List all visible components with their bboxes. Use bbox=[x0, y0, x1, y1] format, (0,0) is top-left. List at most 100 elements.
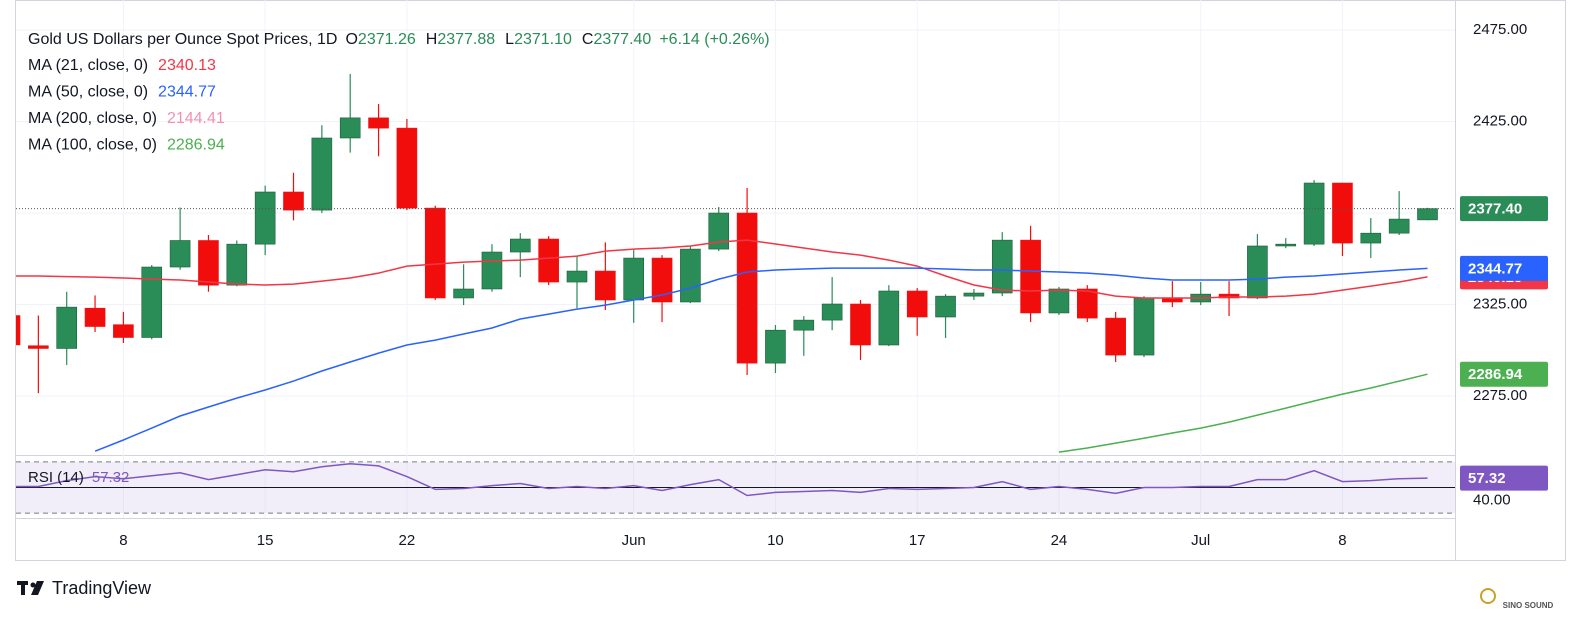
x-tick-label: 10 bbox=[767, 532, 784, 549]
candle-body bbox=[1218, 293, 1240, 299]
x-tick-label: 24 bbox=[1051, 532, 1068, 549]
ma-line bbox=[1058, 373, 1428, 453]
ohlc-prefix: L bbox=[505, 31, 514, 48]
x-tick-label: Jun bbox=[622, 532, 646, 549]
legend-name: MA (21, close, 0) bbox=[28, 57, 148, 74]
x-tick-label: 17 bbox=[909, 532, 926, 549]
candle-body bbox=[169, 240, 191, 268]
candle-body bbox=[1077, 288, 1098, 319]
candle-body bbox=[680, 248, 701, 303]
candle-body bbox=[1275, 243, 1297, 247]
ma-line bbox=[16, 239, 1428, 299]
candle-body bbox=[283, 191, 304, 211]
candle-body bbox=[254, 191, 276, 245]
x-tick-label: 8 bbox=[1338, 532, 1346, 549]
rsi-legend: RSI (14) 57.32 bbox=[28, 469, 129, 486]
candle-body bbox=[1388, 218, 1410, 234]
candle-body bbox=[113, 324, 134, 338]
ma-line bbox=[94, 267, 1428, 452]
y-tick-label: 2425.00 bbox=[1473, 112, 1527, 129]
candle-body bbox=[850, 303, 871, 346]
ohlc-value: 2377.88 bbox=[437, 31, 495, 48]
x-tick-label: 15 bbox=[257, 532, 274, 549]
chart-title: Gold US Dollars per Ounce Spot Prices, 1… bbox=[28, 31, 337, 48]
price-badge-label: 2286.94 bbox=[1468, 366, 1523, 383]
candle-body bbox=[368, 117, 389, 129]
legend-entry: MA (50, close, 0) 2344.77 bbox=[28, 84, 216, 101]
ohlc-prefix: H bbox=[426, 31, 438, 48]
chart-frame bbox=[15, 0, 1566, 561]
price-badge-label: 2377.40 bbox=[1468, 201, 1522, 218]
legend-entry: MA (200, close, 0) 2144.41 bbox=[28, 110, 225, 127]
axes: 2275.002325.002375.002425.002475.0081522… bbox=[119, 21, 1527, 549]
candle-body bbox=[141, 266, 163, 338]
legend: Gold US Dollars per Ounce Spot Prices, 1… bbox=[28, 31, 770, 486]
candle-body bbox=[509, 238, 531, 253]
ohlc-prefix: C bbox=[582, 31, 594, 48]
brand-logo bbox=[17, 581, 44, 595]
candle-body bbox=[1417, 208, 1438, 221]
legend-name: MA (100, close, 0) bbox=[28, 137, 157, 154]
x-tick-label: 22 bbox=[399, 532, 416, 549]
legend-entry: MA (100, close, 0) 2286.94 bbox=[28, 137, 225, 154]
y-tick-label: 2275.00 bbox=[1473, 387, 1527, 404]
price-change: +6.14 (+0.26%) bbox=[659, 31, 769, 48]
candle-body bbox=[991, 239, 1013, 294]
ohlc-value: 2371.26 bbox=[358, 31, 416, 48]
legend-name: RSI (14) bbox=[28, 469, 84, 486]
candle-body bbox=[963, 292, 985, 297]
price-pane bbox=[16, 73, 1455, 453]
candle-body bbox=[736, 212, 758, 364]
candle-body bbox=[1133, 297, 1155, 356]
candle-body bbox=[651, 257, 673, 303]
candle-body bbox=[566, 270, 588, 283]
legend-entry: MA (21, close, 0) 2340.13 bbox=[28, 57, 216, 74]
legend-value: 2344.77 bbox=[158, 84, 216, 101]
candle-body bbox=[226, 243, 248, 286]
candle-body bbox=[821, 303, 843, 321]
x-tick-label: 8 bbox=[119, 532, 127, 549]
candle-body bbox=[623, 257, 645, 301]
price-badge bbox=[1460, 196, 1548, 222]
candle-body bbox=[1105, 317, 1126, 356]
y-tick-label: 2475.00 bbox=[1473, 21, 1527, 38]
y-tick-label: 2325.00 bbox=[1473, 296, 1527, 313]
price-badge bbox=[1460, 255, 1548, 281]
candle-body bbox=[453, 288, 474, 299]
candle-body bbox=[765, 329, 786, 364]
candle-body bbox=[198, 240, 219, 286]
candle-body bbox=[1303, 182, 1325, 245]
rsi-tick-label: 40.00 bbox=[1473, 491, 1511, 508]
price-badge-label: 57.32 bbox=[1468, 470, 1506, 487]
grid bbox=[16, 0, 1455, 518]
rsi-line bbox=[16, 463, 1428, 497]
candle-body bbox=[396, 127, 418, 209]
price-badge-label: 2344.77 bbox=[1468, 260, 1522, 277]
x-tick-label: Jul bbox=[1191, 532, 1210, 549]
legend-value: 2340.13 bbox=[158, 57, 216, 74]
ohlc-prefix: O bbox=[345, 31, 357, 48]
candle-body bbox=[793, 319, 815, 331]
candle-body bbox=[481, 251, 503, 290]
price-badge bbox=[1460, 465, 1548, 491]
watermark: SINO SOUND bbox=[1503, 601, 1554, 610]
candle-body bbox=[878, 290, 900, 346]
price-badge bbox=[1460, 361, 1548, 387]
candle-body bbox=[84, 307, 106, 327]
candle-body bbox=[1020, 239, 1041, 314]
legend-name: MA (50, close, 0) bbox=[28, 84, 148, 101]
candle-body bbox=[28, 345, 49, 349]
ohlc-value: 2371.10 bbox=[514, 31, 572, 48]
candle-body bbox=[906, 290, 928, 318]
legend-name: MA (200, close, 0) bbox=[28, 110, 157, 127]
candle-body bbox=[1247, 245, 1268, 299]
candle-body bbox=[424, 207, 446, 299]
candle-body bbox=[538, 238, 559, 283]
candle-body bbox=[935, 295, 956, 318]
candle-body bbox=[311, 137, 333, 211]
rsi-pane bbox=[16, 461, 1455, 514]
candle-body bbox=[16, 315, 21, 346]
candle-body bbox=[1360, 232, 1382, 244]
watermark-icon bbox=[1480, 588, 1496, 604]
